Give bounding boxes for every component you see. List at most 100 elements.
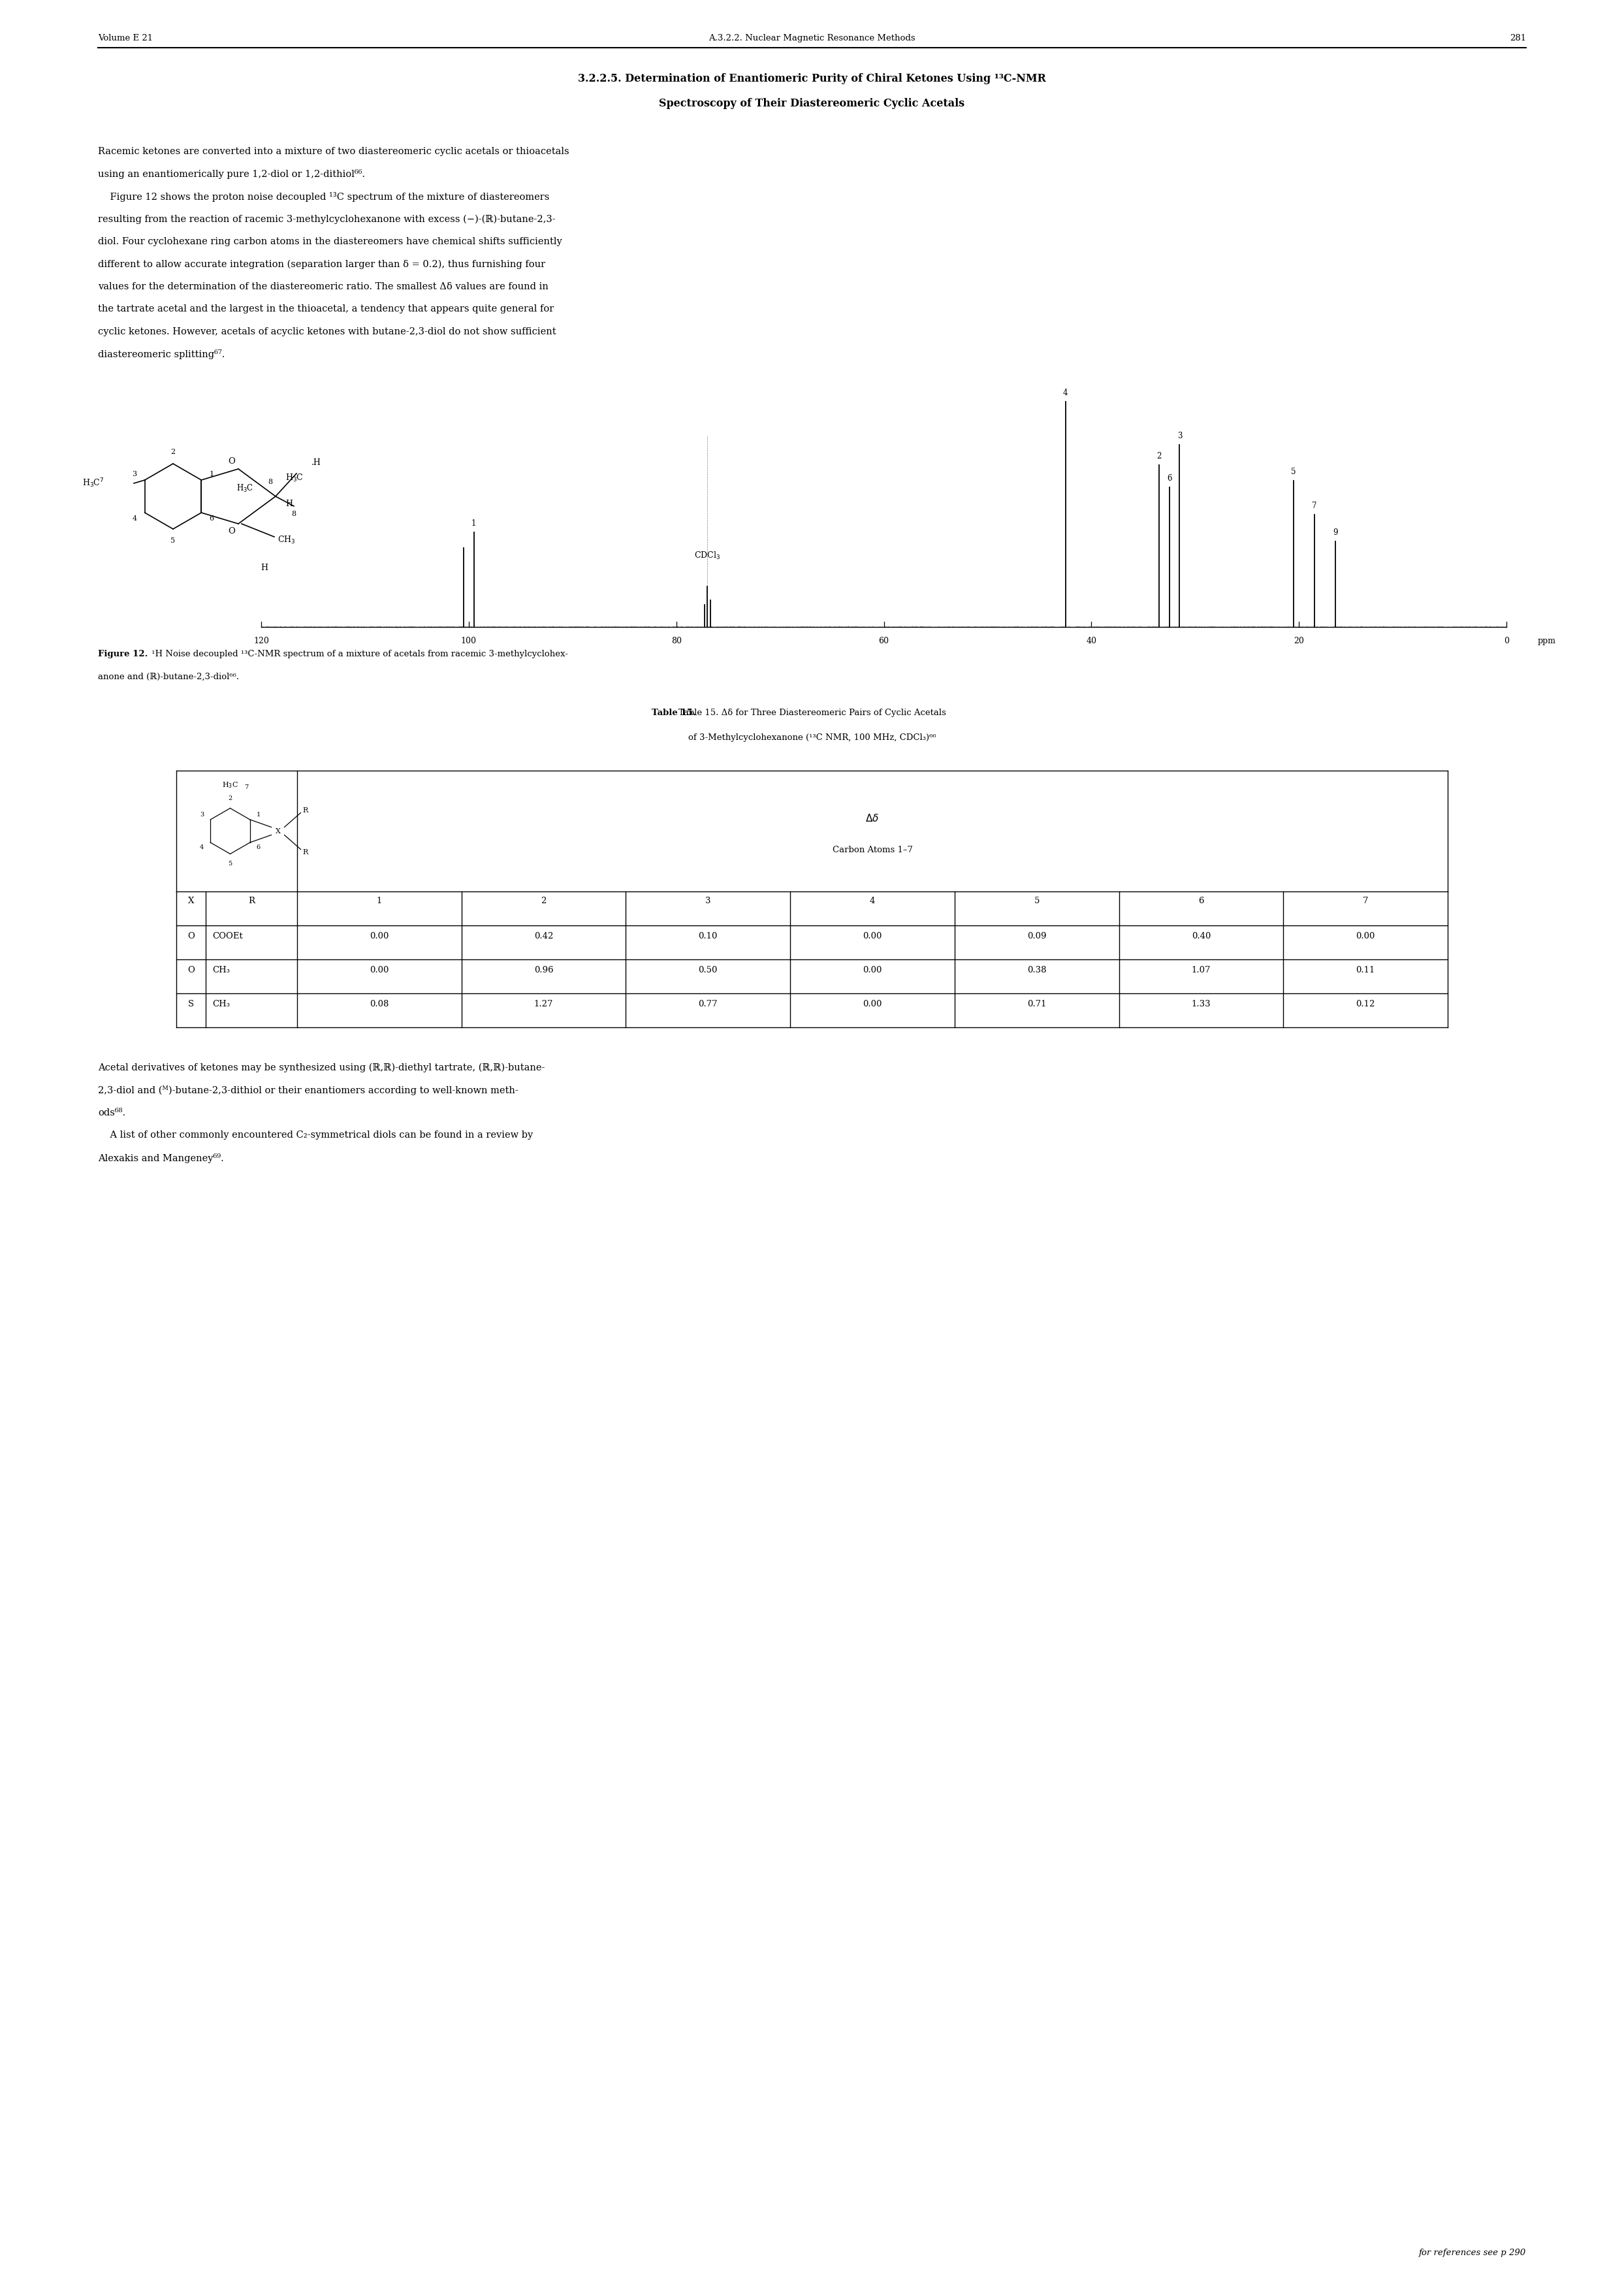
Text: 2: 2 xyxy=(227,796,232,800)
Text: 6: 6 xyxy=(1166,475,1171,484)
Text: 6: 6 xyxy=(209,516,214,523)
Text: 0.77: 0.77 xyxy=(698,1000,718,1009)
Text: Volume E 21: Volume E 21 xyxy=(97,34,153,44)
Text: 2,3-diol and (ᴹ)-butane-2,3-dithiol or their enantiomers according to well-known: 2,3-diol and (ᴹ)-butane-2,3-dithiol or t… xyxy=(97,1087,518,1096)
Text: 1: 1 xyxy=(257,812,260,819)
Text: Table 15. Δδ for Three Diastereomeric Pairs of Cyclic Acetals: Table 15. Δδ for Three Diastereomeric Pa… xyxy=(679,709,945,718)
Text: for references see p 290: for references see p 290 xyxy=(1419,2249,1527,2256)
Text: Figure 12 shows the proton noise decoupled ¹³C spectrum of the mixture of diaste: Figure 12 shows the proton noise decoupl… xyxy=(97,193,549,202)
Text: 0.00: 0.00 xyxy=(862,931,882,940)
Text: 5: 5 xyxy=(171,537,175,543)
Text: 0.96: 0.96 xyxy=(534,965,554,975)
Text: 3: 3 xyxy=(132,470,136,477)
Text: values for the determination of the diastereomeric ratio. The smallest Δδ values: values for the determination of the dias… xyxy=(97,282,549,291)
Text: 9: 9 xyxy=(1333,527,1338,537)
Text: 0.08: 0.08 xyxy=(370,1000,388,1009)
Text: Figure 12.: Figure 12. xyxy=(97,649,148,658)
Text: 1.07: 1.07 xyxy=(1192,965,1212,975)
Text: CDCl$_3$: CDCl$_3$ xyxy=(695,550,721,562)
Text: COOEt: COOEt xyxy=(213,931,242,940)
Text: $\Delta\delta$: $\Delta\delta$ xyxy=(866,814,879,823)
Text: diol. Four cyclohexane ring carbon atoms in the diastereomers have chemical shif: diol. Four cyclohexane ring carbon atoms… xyxy=(97,236,562,245)
Text: cyclic ketones. However, acetals of acyclic ketones with butane-2,3-diol do not : cyclic ketones. However, acetals of acyc… xyxy=(97,328,555,337)
Text: 5: 5 xyxy=(229,860,232,867)
Text: 0.11: 0.11 xyxy=(1356,965,1376,975)
Text: H$_3$C: H$_3$C xyxy=(286,472,304,484)
Text: 1: 1 xyxy=(471,518,476,527)
Text: O: O xyxy=(227,527,235,537)
Text: 4: 4 xyxy=(1064,388,1069,397)
Text: 60: 60 xyxy=(879,637,888,644)
Text: 80: 80 xyxy=(671,637,682,644)
Text: 0: 0 xyxy=(1504,637,1509,644)
Text: 1.33: 1.33 xyxy=(1192,1000,1212,1009)
Text: 0.42: 0.42 xyxy=(534,931,554,940)
Text: X: X xyxy=(276,828,281,835)
Text: S: S xyxy=(188,1000,193,1009)
Text: 3: 3 xyxy=(1177,431,1182,440)
Text: 0.00: 0.00 xyxy=(862,1000,882,1009)
Text: 5: 5 xyxy=(1034,897,1039,906)
Text: 1: 1 xyxy=(377,897,382,906)
Text: 8: 8 xyxy=(268,479,273,486)
Text: 1.27: 1.27 xyxy=(534,1000,554,1009)
Text: O: O xyxy=(227,456,235,465)
Text: ppm: ppm xyxy=(1538,637,1556,644)
Text: 3.2.2.5. Determination of Enantiomeric Purity of Chiral Ketones Using ¹³C-NMR: 3.2.2.5. Determination of Enantiomeric P… xyxy=(578,73,1046,85)
Text: R: R xyxy=(302,807,309,814)
Text: 20: 20 xyxy=(1294,637,1304,644)
Text: H$_3$C: H$_3$C xyxy=(222,782,239,789)
Text: R: R xyxy=(248,897,255,906)
Text: 3: 3 xyxy=(200,812,205,819)
Text: 4: 4 xyxy=(200,844,205,851)
Text: Table 15.: Table 15. xyxy=(651,709,697,718)
Text: 0.38: 0.38 xyxy=(1026,965,1046,975)
Text: 3: 3 xyxy=(705,897,711,906)
Text: 100: 100 xyxy=(461,637,476,644)
Text: 2: 2 xyxy=(1156,452,1161,461)
Text: X: X xyxy=(188,897,193,906)
Text: ods⁶⁸.: ods⁶⁸. xyxy=(97,1108,125,1117)
Text: diastereomeric splitting⁶⁷.: diastereomeric splitting⁶⁷. xyxy=(97,351,224,360)
Text: 5: 5 xyxy=(1291,468,1296,477)
Text: resulting from the reaction of racemic 3-methylcyclohexanone with excess (−)-(ℝ): resulting from the reaction of racemic 3… xyxy=(97,216,555,225)
Text: 0.50: 0.50 xyxy=(698,965,718,975)
Text: 40: 40 xyxy=(1086,637,1096,644)
Text: H: H xyxy=(286,500,292,509)
Text: the tartrate acetal and the largest in the thioacetal, a tendency that appears q: the tartrate acetal and the largest in t… xyxy=(97,305,554,314)
Text: 7: 7 xyxy=(1312,502,1317,509)
Text: Spectroscopy of Their Diastereomeric Cyclic Acetals: Spectroscopy of Their Diastereomeric Cyc… xyxy=(659,99,965,110)
Text: Alexakis and Mangeney⁶⁹.: Alexakis and Mangeney⁶⁹. xyxy=(97,1153,224,1163)
Text: Racemic ketones are converted into a mixture of two diastereomeric cyclic acetal: Racemic ketones are converted into a mix… xyxy=(97,147,568,156)
Text: 0.00: 0.00 xyxy=(1356,931,1376,940)
Text: 4: 4 xyxy=(132,516,136,523)
Text: using an enantiomerically pure 1,2-diol or 1,2-dithiol⁶⁶.: using an enantiomerically pure 1,2-diol … xyxy=(97,170,365,179)
Text: Carbon Atoms 1–7: Carbon Atoms 1–7 xyxy=(831,846,913,855)
Text: 0.00: 0.00 xyxy=(370,931,388,940)
Text: CH₃: CH₃ xyxy=(213,965,231,975)
Text: 0.09: 0.09 xyxy=(1026,931,1046,940)
Text: 120: 120 xyxy=(253,637,270,644)
Text: .H: .H xyxy=(312,459,322,468)
Text: H$_3$C$^7$: H$_3$C$^7$ xyxy=(83,477,104,488)
Text: of 3-Methylcyclohexanone (¹³C NMR, 100 MHz, CDCl₃)⁶⁶: of 3-Methylcyclohexanone (¹³C NMR, 100 M… xyxy=(689,734,935,743)
Text: 0.71: 0.71 xyxy=(1026,1000,1046,1009)
Text: 2: 2 xyxy=(541,897,546,906)
Text: different to allow accurate integration (separation larger than δ = 0.2), thus f: different to allow accurate integration … xyxy=(97,259,546,268)
Text: 6: 6 xyxy=(257,844,260,851)
Text: Acetal derivatives of ketones may be synthesized using (ℝ,ℝ)-diethyl tartrate, (: Acetal derivatives of ketones may be syn… xyxy=(97,1064,544,1073)
Text: 0.00: 0.00 xyxy=(862,965,882,975)
Text: A.3.2.2. Nuclear Magnetic Resonance Methods: A.3.2.2. Nuclear Magnetic Resonance Meth… xyxy=(708,34,916,44)
Text: 281: 281 xyxy=(1510,34,1527,44)
Text: O: O xyxy=(187,931,195,940)
Text: CH$_3$: CH$_3$ xyxy=(278,534,296,546)
Text: 7: 7 xyxy=(1363,897,1369,906)
Text: 4: 4 xyxy=(870,897,875,906)
Text: 1: 1 xyxy=(209,470,214,477)
Text: anone and (ℝ)-butane-2,3-diol⁶⁶.: anone and (ℝ)-butane-2,3-diol⁶⁶. xyxy=(97,672,239,681)
Text: ¹H Noise decoupled ¹³C-NMR spectrum of a mixture of acetals from racemic 3-methy: ¹H Noise decoupled ¹³C-NMR spectrum of a… xyxy=(149,649,568,658)
Text: H$_3$C: H$_3$C xyxy=(237,484,253,493)
Text: A list of other commonly encountered C₂-symmetrical diols can be found in a revi: A list of other commonly encountered C₂-… xyxy=(97,1130,533,1140)
Text: 7: 7 xyxy=(245,784,248,789)
Text: CH₃: CH₃ xyxy=(213,1000,231,1009)
